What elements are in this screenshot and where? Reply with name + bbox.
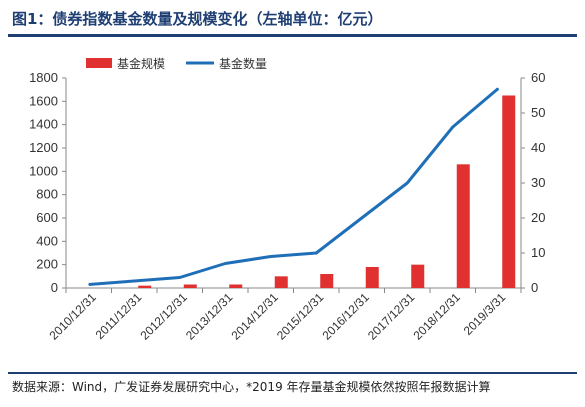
bar <box>456 164 470 288</box>
line-point <box>179 277 181 278</box>
line-point <box>133 280 135 282</box>
x-tick-label: 2016/12/31 <box>320 290 373 343</box>
left-tick-label: 1600 <box>29 93 58 108</box>
x-tick-label: 2015/12/31 <box>274 290 327 343</box>
legend-label-bar: 基金规模 <box>117 56 165 71</box>
chart-title: 图1：债券指数基金数量及规模变化（左轴单位：亿元） <box>12 10 383 28</box>
right-tick-label: 40 <box>531 140 545 155</box>
bar <box>411 264 425 288</box>
bar <box>138 285 152 288</box>
legend: 基金规模 基金数量 <box>86 56 267 71</box>
left-tick-label: 1200 <box>29 140 58 155</box>
x-tick-label: 2010/12/31 <box>47 290 100 343</box>
bar <box>183 284 197 288</box>
left-tick-label: 400 <box>36 233 58 248</box>
source-note: 数据来源：Wind，广发证券发展研究中心，*2019 年存量基金规模依然按照年报… <box>12 380 491 394</box>
x-tick-label: 2018/12/31 <box>411 290 464 343</box>
line-point <box>88 284 90 285</box>
line-point <box>497 88 499 89</box>
bar-series <box>138 95 516 288</box>
right-tick-label: 30 <box>531 175 545 190</box>
left-tick-label: 1000 <box>29 163 58 178</box>
line-point <box>315 252 317 254</box>
bar <box>274 276 288 288</box>
right-tick-label: 20 <box>531 210 545 225</box>
x-tick-label: 2019/3/31 <box>461 290 509 338</box>
title-bar: 图1：债券指数基金数量及规模变化（左轴单位：亿元） <box>8 2 577 37</box>
left-tick-label: 1800 <box>29 70 58 85</box>
left-tick-label: 200 <box>36 257 58 272</box>
count-line <box>88 87 500 286</box>
source-divider <box>8 372 577 374</box>
bar <box>365 267 379 288</box>
bar <box>502 95 516 288</box>
line-series <box>88 87 500 286</box>
x-tick-label: 2011/12/31 <box>93 290 145 342</box>
line-point <box>406 182 408 184</box>
legend-swatch-bar <box>86 58 112 68</box>
right-tick-label: 60 <box>531 70 545 85</box>
legend-label-line: 基金数量 <box>219 56 267 71</box>
line-point <box>224 263 226 264</box>
right-tick-label: 0 <box>531 280 538 295</box>
x-tick-label: 2014/12/31 <box>229 290 282 343</box>
right-tick-label: 50 <box>531 105 545 120</box>
left-tick-label: 600 <box>36 210 58 225</box>
right-tick-label: 10 <box>531 245 545 260</box>
x-tick-label: 2013/12/31 <box>183 290 236 343</box>
line-point <box>452 126 454 128</box>
line-point <box>361 217 363 219</box>
left-tick-label: 1400 <box>29 117 58 132</box>
line-point <box>270 256 272 257</box>
bar <box>320 274 334 288</box>
left-tick-label: 0 <box>51 280 58 295</box>
x-tick-label: 2017/12/31 <box>365 290 418 343</box>
x-tick-label: 2012/12/31 <box>138 290 191 343</box>
bar <box>229 284 243 288</box>
left-tick-label: 800 <box>36 187 58 202</box>
